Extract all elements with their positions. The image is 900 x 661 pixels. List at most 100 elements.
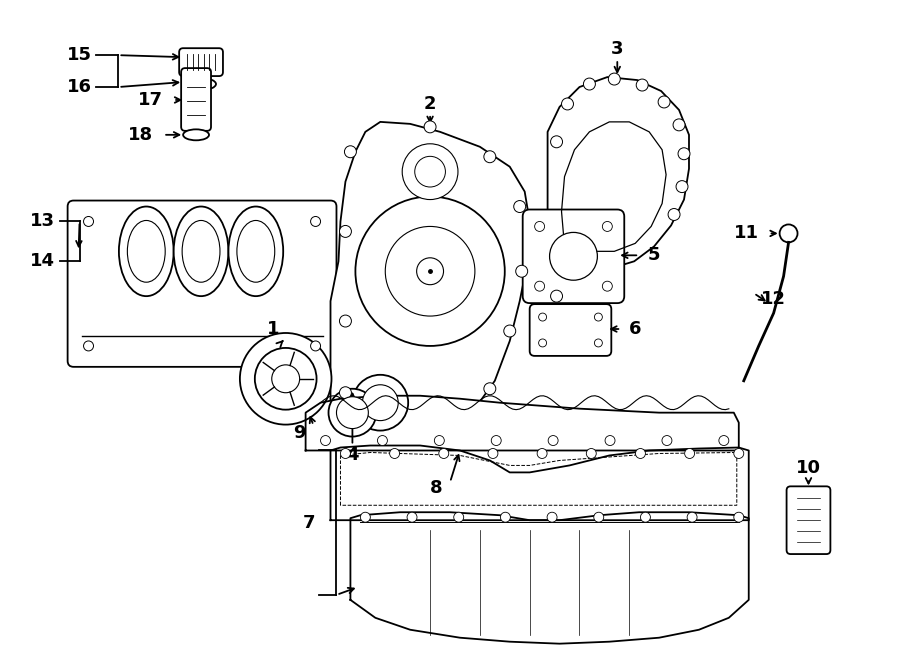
Circle shape (402, 144, 458, 200)
Circle shape (719, 436, 729, 446)
Circle shape (516, 265, 527, 277)
Circle shape (417, 258, 444, 285)
Ellipse shape (229, 206, 284, 296)
Text: 18: 18 (128, 126, 153, 144)
Circle shape (551, 136, 562, 148)
Circle shape (407, 512, 417, 522)
Circle shape (734, 449, 743, 459)
Circle shape (337, 397, 368, 428)
FancyBboxPatch shape (179, 48, 223, 76)
Circle shape (514, 200, 526, 212)
Circle shape (658, 96, 670, 108)
Circle shape (594, 313, 602, 321)
Circle shape (84, 341, 94, 351)
Circle shape (363, 385, 398, 420)
Text: 9: 9 (293, 424, 306, 442)
Circle shape (734, 512, 743, 522)
Circle shape (678, 148, 690, 160)
Circle shape (636, 79, 648, 91)
Circle shape (356, 196, 505, 346)
Circle shape (594, 512, 604, 522)
Text: 12: 12 (760, 290, 786, 308)
Circle shape (339, 315, 351, 327)
Ellipse shape (128, 221, 166, 282)
Text: 13: 13 (30, 212, 55, 231)
Circle shape (779, 225, 797, 243)
Polygon shape (562, 122, 666, 251)
Circle shape (594, 339, 602, 347)
Polygon shape (330, 446, 749, 520)
Circle shape (484, 151, 496, 163)
Circle shape (500, 512, 510, 522)
Circle shape (685, 449, 695, 459)
Circle shape (562, 98, 573, 110)
Circle shape (535, 221, 544, 231)
Circle shape (415, 157, 446, 187)
Circle shape (345, 146, 356, 158)
Circle shape (385, 227, 475, 316)
Ellipse shape (183, 130, 209, 140)
Circle shape (310, 217, 320, 227)
Circle shape (390, 449, 400, 459)
Text: 5: 5 (647, 247, 660, 264)
FancyBboxPatch shape (181, 68, 211, 131)
Circle shape (548, 436, 558, 446)
Circle shape (339, 387, 351, 399)
Ellipse shape (119, 206, 174, 296)
Circle shape (240, 333, 331, 424)
Polygon shape (350, 512, 749, 644)
Circle shape (676, 180, 688, 192)
Polygon shape (306, 396, 739, 451)
Circle shape (586, 449, 597, 459)
Circle shape (668, 208, 680, 221)
Circle shape (339, 225, 351, 237)
Circle shape (608, 73, 620, 85)
Text: 6: 6 (629, 320, 642, 338)
Text: 2: 2 (424, 95, 436, 113)
Text: 1: 1 (266, 320, 279, 338)
Circle shape (310, 341, 320, 351)
Circle shape (535, 281, 544, 291)
Circle shape (377, 436, 387, 446)
Circle shape (439, 449, 449, 459)
Circle shape (641, 512, 651, 522)
Circle shape (602, 221, 612, 231)
Circle shape (583, 78, 596, 90)
Text: 3: 3 (611, 40, 624, 58)
Text: 4: 4 (346, 446, 359, 465)
Circle shape (547, 512, 557, 522)
FancyBboxPatch shape (530, 304, 611, 356)
Circle shape (605, 436, 615, 446)
Circle shape (491, 436, 501, 446)
Circle shape (435, 436, 445, 446)
Text: 17: 17 (139, 91, 163, 109)
Ellipse shape (186, 78, 216, 90)
Circle shape (328, 389, 376, 436)
Text: 8: 8 (429, 479, 442, 497)
Circle shape (484, 383, 496, 395)
Text: 7: 7 (302, 514, 315, 532)
Circle shape (340, 449, 350, 459)
Circle shape (662, 436, 672, 446)
Ellipse shape (174, 206, 229, 296)
Circle shape (84, 217, 94, 227)
Circle shape (551, 290, 562, 302)
Circle shape (353, 375, 409, 430)
Text: 11: 11 (734, 225, 759, 243)
PathPatch shape (330, 122, 530, 430)
Circle shape (424, 121, 436, 133)
Circle shape (320, 436, 330, 446)
Ellipse shape (182, 221, 220, 282)
Circle shape (504, 325, 516, 337)
Circle shape (550, 233, 598, 280)
FancyBboxPatch shape (523, 210, 625, 303)
Circle shape (272, 365, 300, 393)
Circle shape (488, 449, 498, 459)
Circle shape (360, 512, 370, 522)
Circle shape (255, 348, 317, 410)
Text: 14: 14 (30, 253, 55, 270)
Text: 10: 10 (796, 459, 821, 477)
FancyBboxPatch shape (787, 486, 831, 554)
Text: 15: 15 (67, 46, 92, 64)
Text: 16: 16 (67, 78, 92, 96)
